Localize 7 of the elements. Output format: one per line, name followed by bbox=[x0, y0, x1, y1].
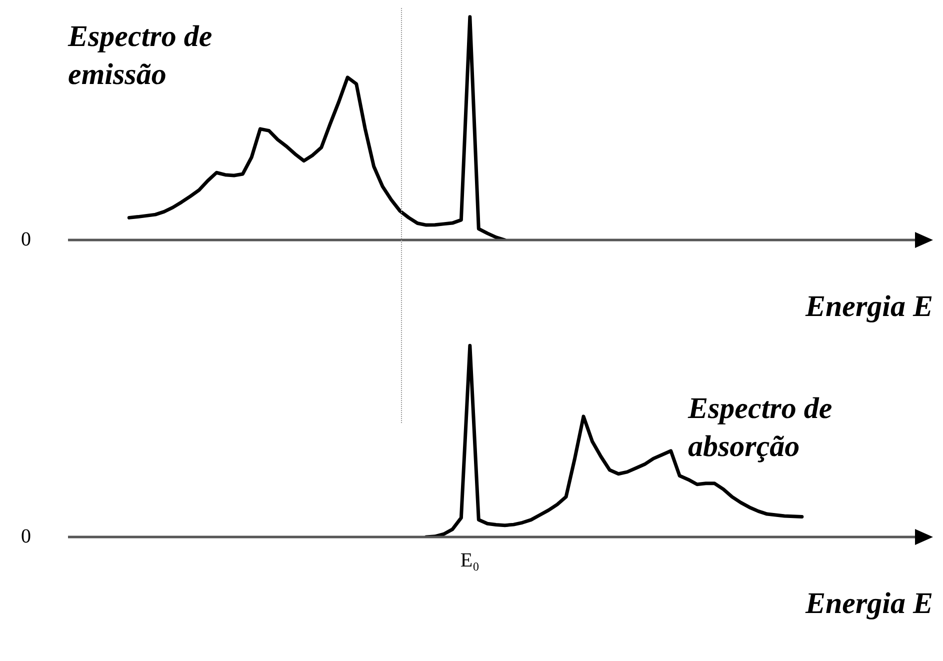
series-label: Espectro de absorção bbox=[688, 391, 834, 465]
text: 0 bbox=[21, 525, 31, 548]
x-axis-title: Energia E bbox=[804, 586, 933, 620]
text: 0 bbox=[21, 228, 31, 250]
text: Espectro de emissão bbox=[68, 19, 214, 93]
text: E₀ bbox=[460, 549, 480, 572]
x-axis-title: Energia E bbox=[804, 290, 933, 323]
